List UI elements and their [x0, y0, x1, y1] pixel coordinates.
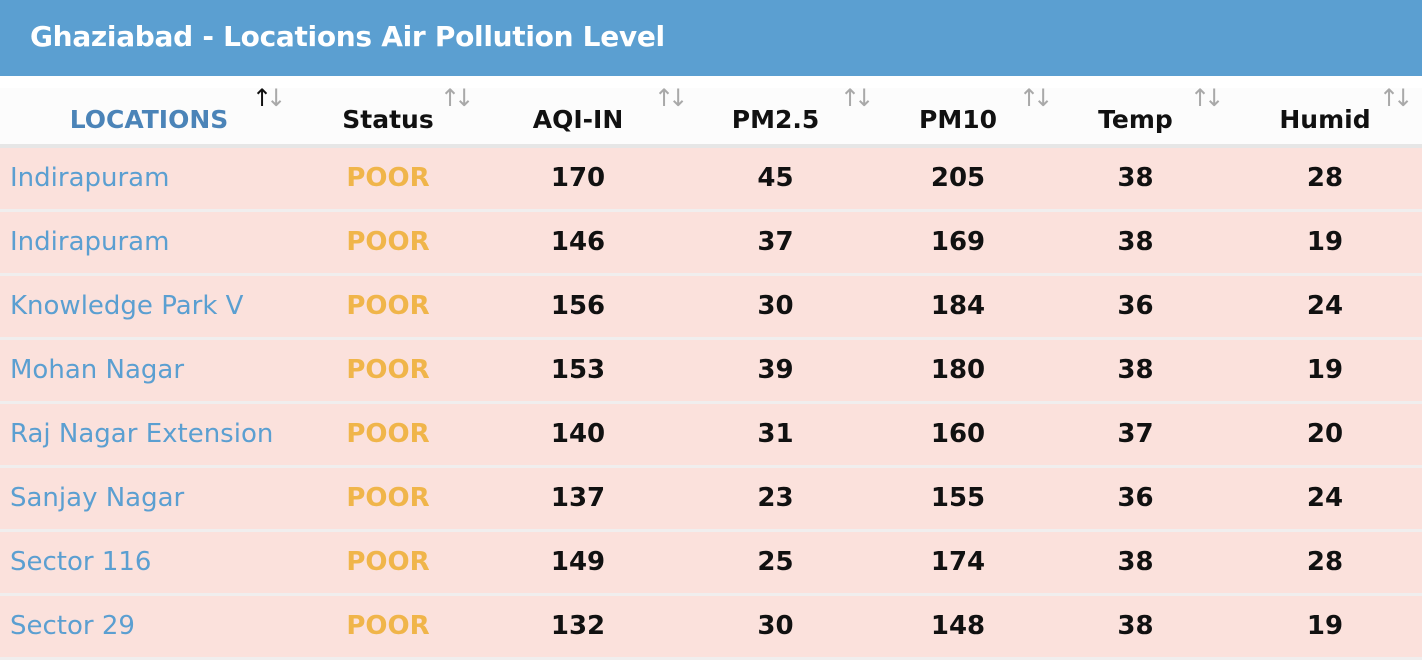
aqi-value: 140	[550, 419, 606, 449]
column-header-pm10[interactable]: PM10 ↑↓	[873, 84, 1053, 146]
table-header-row: LOCATIONS ↑↓ Status ↑↓ AQI-IN ↑↓ PM2.5 ↑…	[0, 84, 1422, 146]
status-badge: POOR	[346, 227, 430, 257]
temp-value: 38	[1117, 163, 1154, 194]
humid-value: 28	[1306, 163, 1344, 194]
pm10-value: 148	[930, 611, 986, 641]
sort-arrows-icon[interactable]: ↑↓	[440, 84, 474, 112]
pm10-value: 169	[930, 227, 986, 257]
humid-value: 24	[1306, 291, 1344, 321]
humid-value: 28	[1306, 547, 1344, 577]
temp-value: 38	[1117, 227, 1154, 257]
column-header-label: Status	[342, 104, 434, 134]
humid-value: 24	[1306, 483, 1344, 513]
status-badge: POOR	[346, 419, 430, 449]
status-badge: POOR	[346, 483, 430, 513]
table-row: Sector 116 POOR 149 25 174 38 28	[0, 530, 1422, 594]
humid-value: 19	[1306, 227, 1344, 257]
temp-value: 37	[1117, 419, 1154, 449]
location-link[interactable]: Sector 29	[10, 611, 135, 641]
table-row: Indirapuram POOR 170 45 205 38 28	[0, 146, 1422, 210]
temp-value: 38	[1117, 611, 1154, 641]
page-title: Ghaziabad - Locations Air Pollution Leve…	[30, 20, 665, 53]
pm25-value: 30	[757, 291, 794, 321]
temp-value: 38	[1117, 547, 1154, 577]
pm10-value: 174	[930, 547, 986, 577]
pm25-value: 37	[757, 227, 794, 257]
table-row: Knowledge Park V POOR 156 30 184 36 24	[0, 274, 1422, 338]
humid-value: 19	[1306, 611, 1344, 641]
aqi-value: 149	[550, 547, 606, 577]
aqi-value: 132	[550, 611, 606, 641]
pollution-table: LOCATIONS ↑↓ Status ↑↓ AQI-IN ↑↓ PM2.5 ↑…	[0, 84, 1422, 660]
pm10-value: 160	[930, 419, 986, 449]
pm10-value: 205	[930, 163, 986, 194]
status-badge: POOR	[346, 611, 430, 641]
column-header-label: Humid	[1279, 104, 1371, 134]
column-header-aqi[interactable]: AQI-IN ↑↓	[478, 84, 689, 146]
pm25-value: 39	[757, 355, 794, 385]
aqi-value: 156	[550, 291, 606, 321]
column-header-label: AQI-IN	[532, 104, 624, 134]
column-header-locations[interactable]: LOCATIONS ↑↓	[0, 84, 298, 146]
location-link[interactable]: Indirapuram	[10, 227, 170, 257]
sort-ascending-icon[interactable]: ↑↓	[252, 84, 286, 112]
title-bar: Ghaziabad - Locations Air Pollution Leve…	[0, 0, 1422, 76]
table-row: Indirapuram POOR 146 37 169 38 19	[0, 210, 1422, 274]
column-header-label: PM10	[919, 104, 997, 134]
column-header-label: LOCATIONS	[69, 104, 229, 134]
sort-arrows-icon[interactable]: ↑↓	[1379, 84, 1413, 112]
status-badge: POOR	[346, 291, 430, 321]
location-link[interactable]: Raj Nagar Extension	[10, 419, 274, 449]
pm25-value: 23	[757, 483, 794, 513]
status-badge: POOR	[346, 163, 430, 194]
column-header-label: PM2.5	[731, 104, 820, 134]
pm25-value: 31	[757, 419, 794, 449]
sort-arrows-icon[interactable]: ↑↓	[840, 84, 874, 112]
column-header-label: Temp	[1098, 104, 1173, 134]
pm10-value: 184	[930, 291, 986, 321]
temp-value: 36	[1117, 483, 1154, 513]
pm25-value: 25	[757, 547, 794, 577]
table-row: Sanjay Nagar POOR 137 23 155 36 24	[0, 466, 1422, 530]
temp-value: 38	[1117, 355, 1154, 385]
table-row: Mohan Nagar POOR 153 39 180 38 19	[0, 338, 1422, 402]
status-badge: POOR	[346, 547, 430, 577]
location-link[interactable]: Mohan Nagar	[10, 355, 185, 385]
temp-value: 36	[1117, 291, 1154, 321]
location-link[interactable]: Sector 116	[10, 547, 152, 577]
location-link[interactable]: Indirapuram	[10, 163, 170, 194]
location-link[interactable]: Knowledge Park V	[10, 291, 244, 321]
humid-value: 20	[1306, 419, 1344, 449]
aqi-value: 146	[550, 227, 606, 257]
status-badge: POOR	[346, 355, 430, 385]
pm25-value: 30	[757, 611, 794, 641]
humid-value: 19	[1306, 355, 1344, 385]
aqi-value: 137	[550, 483, 606, 513]
aqi-value: 170	[550, 163, 606, 194]
table-row: Sector 29 POOR 132 30 148 38 19	[0, 594, 1422, 658]
table-row: Raj Nagar Extension POOR 140 31 160 37 2…	[0, 402, 1422, 466]
pm25-value: 45	[757, 163, 794, 194]
location-link[interactable]: Sanjay Nagar	[10, 483, 185, 513]
pm10-value: 155	[930, 483, 986, 513]
aqi-value: 153	[550, 355, 606, 385]
pm10-value: 180	[930, 355, 986, 385]
column-header-status[interactable]: Status ↑↓	[298, 84, 478, 146]
sort-arrows-icon[interactable]: ↑↓	[1190, 84, 1224, 112]
column-header-temp[interactable]: Temp ↑↓	[1043, 84, 1228, 146]
column-header-humid[interactable]: Humid ↑↓	[1228, 84, 1422, 146]
column-header-pm25[interactable]: PM2.5 ↑↓	[678, 84, 875, 146]
